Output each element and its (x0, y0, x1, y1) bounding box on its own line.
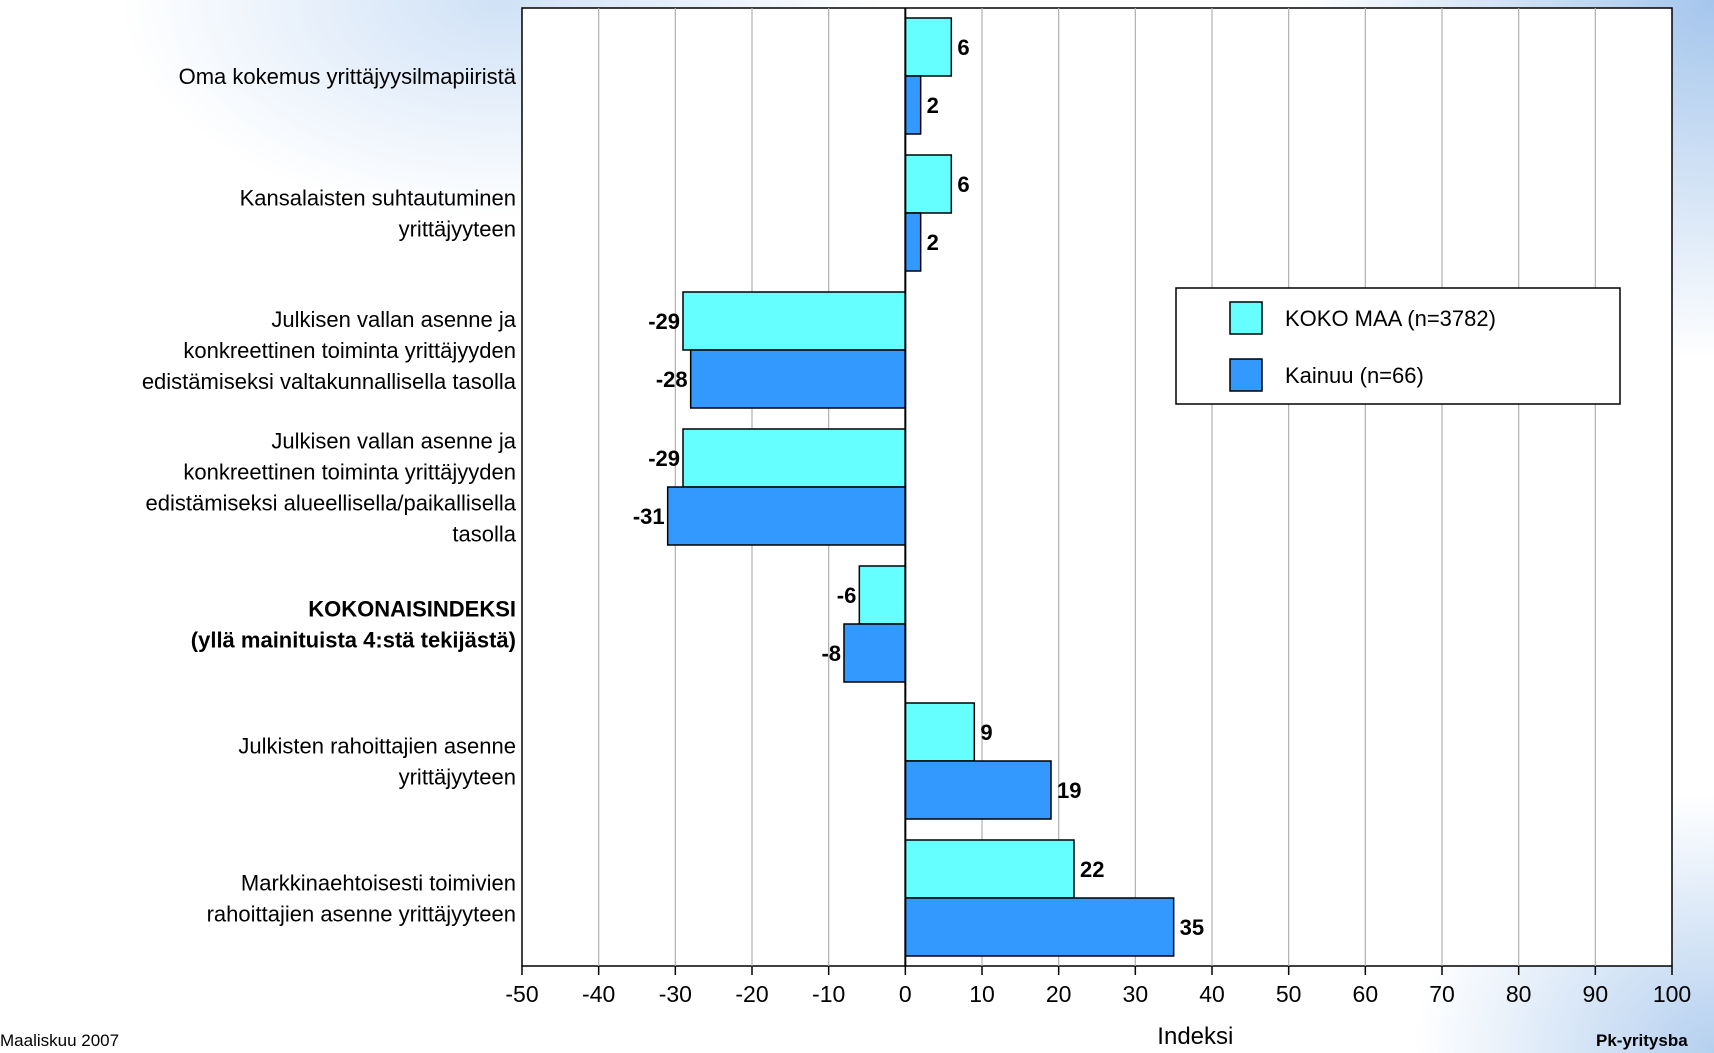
x-tick-label: 10 (969, 981, 995, 1007)
category-label: Julkisten rahoittajien asenne (238, 734, 516, 759)
category-label: tasolla (452, 522, 516, 547)
bar (904, 154, 953, 214)
x-tick-label: -10 (812, 981, 845, 1007)
data-label: -6 (837, 583, 857, 608)
x-tick-label: 100 (1653, 981, 1691, 1007)
bar (858, 565, 907, 625)
x-tick-label: -50 (505, 981, 538, 1007)
bar (689, 349, 907, 409)
bar (904, 897, 1175, 957)
x-tick-label: 70 (1429, 981, 1455, 1007)
x-tick-label: -20 (735, 981, 768, 1007)
x-tick-label: 90 (1583, 981, 1609, 1007)
x-tick-label: 60 (1353, 981, 1379, 1007)
data-label: 19 (1057, 778, 1081, 803)
gridlines (598, 8, 1596, 966)
category-label: konkreettinen toiminta yrittäjyyden (183, 338, 516, 363)
data-label: -28 (656, 367, 688, 392)
data-label: 6 (957, 35, 969, 60)
x-tick-label: -30 (659, 981, 692, 1007)
category-label: yrittäjyyteen (399, 765, 516, 790)
category-label: Julkisen vallan asenne ja (271, 429, 516, 454)
data-label: 6 (957, 172, 969, 197)
bar (904, 702, 976, 762)
bar (843, 623, 907, 683)
category-label: Oma kokemus yrittäjyysilmapiiristä (179, 64, 517, 89)
category-label: rahoittajien asenne yrittäjyyteen (207, 902, 516, 927)
x-tick-label: 20 (1046, 981, 1072, 1007)
bar (904, 17, 953, 77)
category-label: konkreettinen toiminta yrittäjyyden (183, 460, 516, 485)
category-label: Julkisen vallan asenne ja (271, 307, 516, 332)
category-labels: Oma kokemus yrittäjyysilmapiiristä Kansal… (142, 64, 517, 927)
legend-label: KOKO MAA (n=3782) (1285, 306, 1496, 331)
x-tick-label: -40 (582, 981, 615, 1007)
category-label: yrittäjyyteen (399, 217, 516, 242)
data-label: -8 (821, 641, 841, 666)
bar (682, 291, 907, 351)
category-label: Markkinaehtoisesti toimivien (241, 871, 516, 896)
data-label: 2 (927, 93, 939, 118)
data-label: -29 (648, 309, 680, 334)
bar (682, 428, 907, 488)
data-label: 35 (1180, 915, 1204, 940)
data-label: 22 (1080, 857, 1104, 882)
x-tick-label: 50 (1276, 981, 1302, 1007)
footer-source: Pk-yritysba (1596, 1031, 1688, 1050)
bar (666, 486, 907, 546)
x-axis-title: Indeksi (1157, 1023, 1233, 1050)
bar (904, 760, 1052, 820)
legend: KOKO MAA (n=3782) Kainuu (n=66) (1175, 287, 1621, 405)
data-label: 2 (927, 230, 939, 255)
category-label: Kansalaisten suhtautuminen (240, 186, 516, 211)
category-label: edistämiseksi alueellisella/paikallisell… (145, 491, 516, 516)
data-label: -31 (633, 504, 665, 529)
x-tick-label: 40 (1199, 981, 1225, 1007)
x-tick-label: 0 (899, 981, 912, 1007)
x-tick-label: 30 (1123, 981, 1149, 1007)
data-label: 9 (980, 720, 992, 745)
bar (904, 212, 922, 272)
category-label: edistämiseksi valtakunnallisella tasolla (142, 369, 517, 394)
category-label: (yllä mainituista 4:stä tekijästä) (191, 628, 516, 653)
data-label: -29 (648, 446, 680, 471)
legend-swatch (1229, 358, 1263, 392)
footer-date: Maaliskuu 2007 (0, 1031, 119, 1050)
x-tick-label: 80 (1506, 981, 1532, 1007)
legend-label: Kainuu (n=66) (1285, 363, 1424, 388)
legend-swatch (1229, 301, 1263, 335)
bar (904, 75, 922, 135)
bars (666, 17, 1175, 957)
x-axis: -50 -40 -30 -20 -10 0 10 20 30 40 50 60 70 80 90 100 (505, 966, 1691, 1007)
category-label: KOKONAISINDEKSI (308, 597, 516, 622)
bar (904, 839, 1075, 899)
